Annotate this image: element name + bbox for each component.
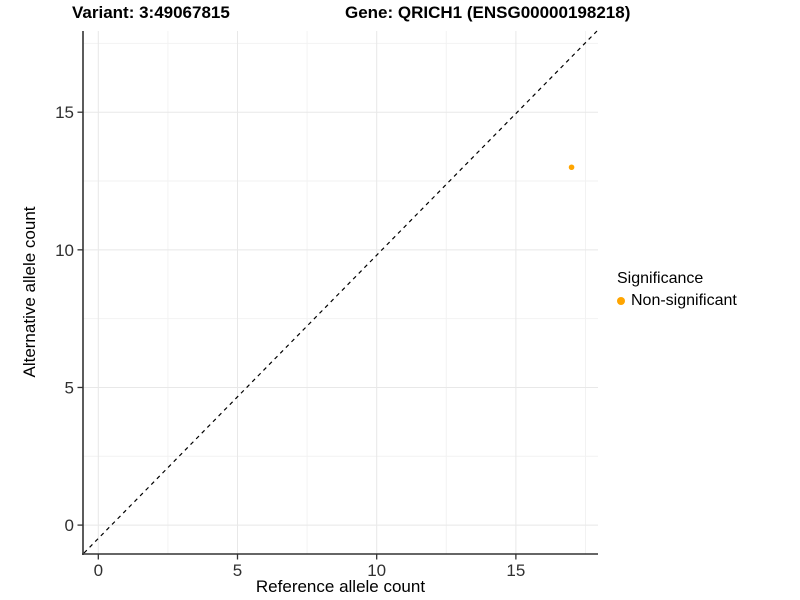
y-tick-label: 5 <box>65 378 74 397</box>
x-axis-title: Reference allele count <box>255 577 426 596</box>
legend-point-icon <box>617 297 625 305</box>
gene-title: Gene: QRICH1 (ENSG00000198218) <box>345 3 631 22</box>
legend-title: Significance <box>617 270 704 287</box>
x-tick-label: 10 <box>367 561 386 580</box>
y-axis-title: Alternative allele count <box>20 206 39 378</box>
y-tick-label: 10 <box>55 241 74 260</box>
x-tick-label: 15 <box>506 561 525 580</box>
identity-reference-line <box>83 30 598 554</box>
y-tick-label: 15 <box>55 103 74 122</box>
x-tick-label: 0 <box>94 561 103 580</box>
y-tick-label: 0 <box>65 516 74 535</box>
data-point <box>568 164 575 171</box>
legend-item: Non-significant <box>617 292 737 310</box>
legend-item-label: Non-significant <box>631 292 737 309</box>
x-tick-label: 5 <box>233 561 242 580</box>
variant-title: Variant: 3:49067815 <box>72 3 230 22</box>
legend: Significance Non-significant <box>617 270 737 310</box>
